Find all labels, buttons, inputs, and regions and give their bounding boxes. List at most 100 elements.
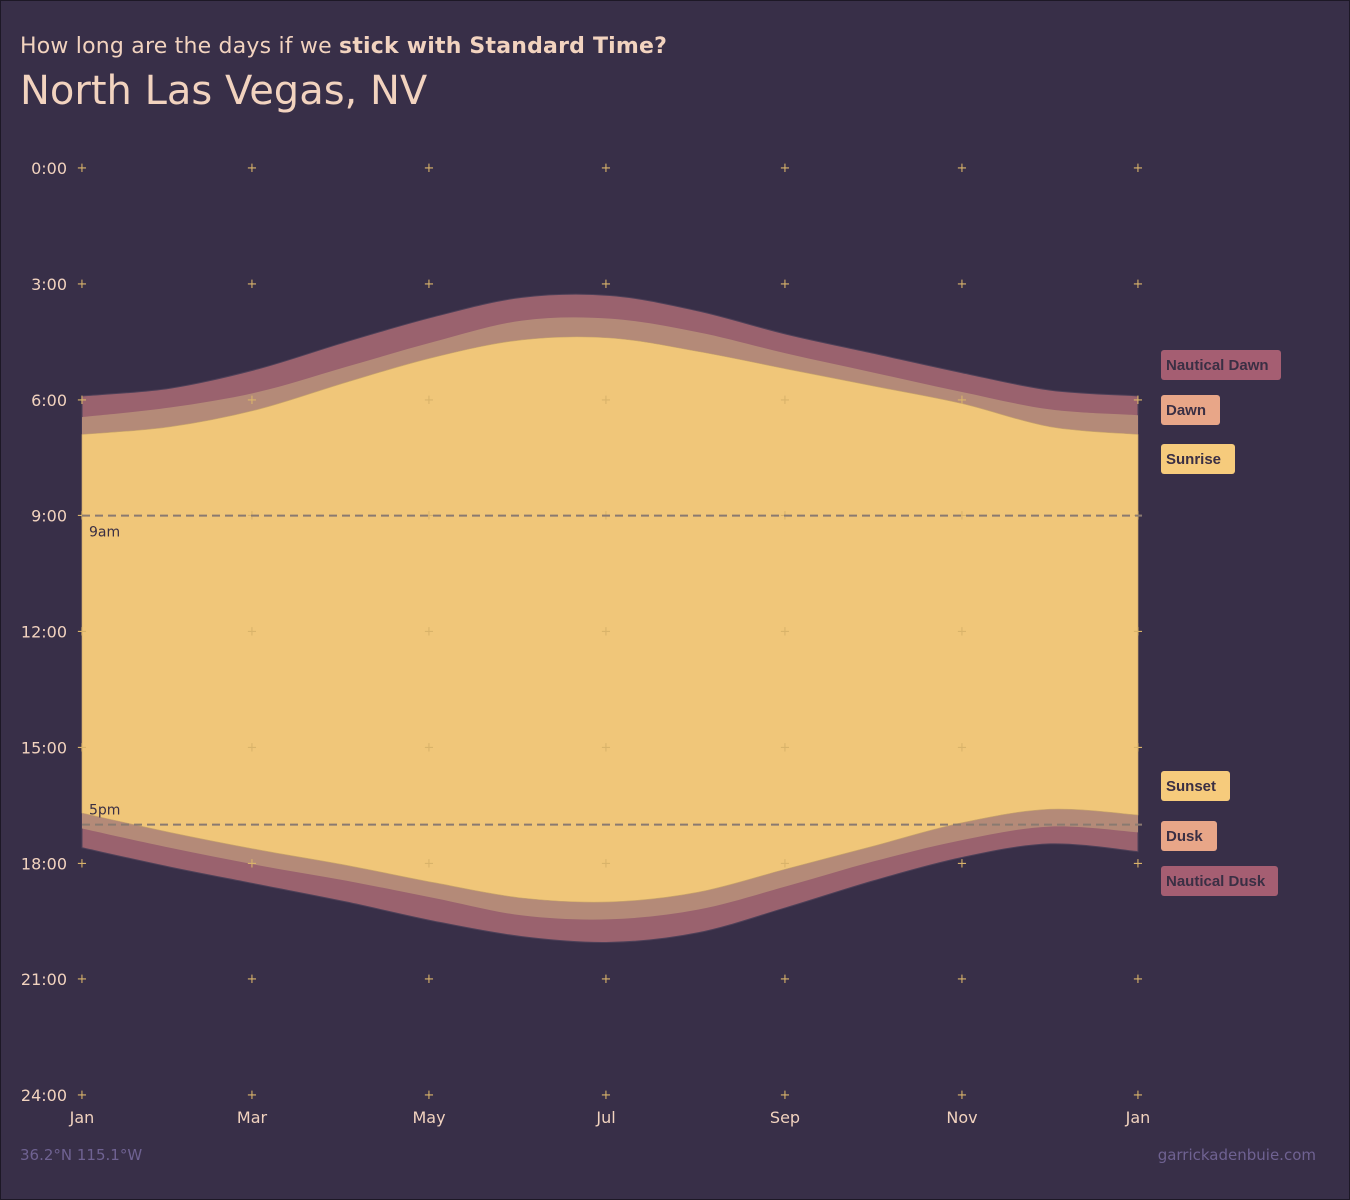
grid-mark: + [780, 856, 791, 871]
y-tick-label: 12:00 [21, 623, 67, 642]
subtitle-plain: How long are the days if we [20, 34, 332, 59]
grid-mark: + [957, 161, 968, 176]
y-tick-label: 18:00 [21, 854, 67, 873]
legend-swatch [1161, 350, 1281, 380]
grid-mark: + [780, 740, 791, 755]
grid-mark: + [424, 972, 435, 987]
sunlight-bands [81, 293, 1139, 944]
chart-subtitle: How long are the days if we stick with S… [20, 34, 667, 59]
x-tick-label: Mar [237, 1108, 268, 1127]
grid-mark: + [77, 393, 88, 408]
grid-mark: + [601, 625, 612, 640]
grid-mark: + [77, 856, 88, 871]
y-axis: 0:00 3:00 6:00 9:00 12:00 15:00 18:00 21:00 24:0… [21, 159, 67, 1105]
legend-swatch [1161, 771, 1230, 801]
grid-mark: + [247, 1088, 258, 1103]
grid-mark: + [957, 972, 968, 987]
grid-mark: + [601, 161, 612, 176]
x-tick-label: May [412, 1108, 445, 1127]
grid-mark: + [601, 740, 612, 755]
grid-mark: + [77, 277, 88, 292]
grid-mark: + [957, 1088, 968, 1103]
legend-swatch [1161, 866, 1278, 896]
grid-mark: + [247, 740, 258, 755]
grid-mark: + [601, 277, 612, 292]
grid-mark: + [957, 393, 968, 408]
grid-mark: + [424, 625, 435, 640]
x-tick-label: Jul [595, 1108, 615, 1127]
grid-mark: + [247, 972, 258, 987]
legend-swatch [1161, 821, 1217, 851]
grid-mark: + [77, 161, 88, 176]
grid-mark: + [77, 625, 88, 640]
x-tick-label: Nov [946, 1108, 977, 1127]
grid-mark: + [77, 1088, 88, 1103]
x-axis: Jan Mar May Jul Sep Nov Jan [69, 1108, 1151, 1127]
y-tick-label: 21:00 [21, 970, 67, 989]
band-day [81, 336, 1139, 903]
grid-mark: + [780, 1088, 791, 1103]
grid-mark: + [424, 509, 435, 524]
grid-mark: + [780, 972, 791, 987]
legend: Nautical Dawn Dawn Sunrise Sunset Dusk Nautic… [1161, 350, 1281, 896]
grid-mark: + [424, 393, 435, 408]
grid-mark: + [957, 856, 968, 871]
grid-mark: + [601, 856, 612, 871]
y-tick-label: 15:00 [21, 738, 67, 757]
y-tick-label: 6:00 [31, 391, 67, 410]
grid-mark: + [1133, 1088, 1144, 1103]
reference-lines: 9am 5pm [82, 514, 1142, 826]
grid-mark: + [424, 277, 435, 292]
grid-mark: + [601, 1088, 612, 1103]
grid-mark: + [601, 972, 612, 987]
x-tick-label: Sep [770, 1108, 800, 1127]
reference-line-label: 5pm [89, 803, 120, 819]
legend-label: Dusk [1166, 828, 1203, 845]
legend-label: Sunset [1166, 778, 1216, 795]
grid-mark: + [1133, 972, 1144, 987]
grid-mark: + [77, 972, 88, 987]
grid-mark: + [1133, 161, 1144, 176]
grid-mark: + [1133, 740, 1144, 755]
grid-mark: + [247, 277, 258, 292]
grid-mark: + [957, 509, 968, 524]
coordinates-caption: 36.2°N 115.1°W [20, 1146, 143, 1164]
y-tick-label: 24:00 [21, 1086, 67, 1105]
grid-mark: + [424, 740, 435, 755]
grid-mark: + [424, 161, 435, 176]
legend-label: Nautical Dusk [1166, 873, 1266, 890]
x-tick-label: Jan [69, 1108, 95, 1127]
legend-swatch [1161, 444, 1235, 474]
grid-mark: + [1133, 277, 1144, 292]
grid-mark: + [247, 856, 258, 871]
y-tick-label: 9:00 [31, 507, 67, 526]
grid-mark: + [957, 277, 968, 292]
legend-label: Dawn [1166, 402, 1206, 419]
legend-swatch [1161, 395, 1220, 425]
grid-mark: + [247, 161, 258, 176]
subtitle-bold: stick with Standard Time? [339, 34, 668, 59]
grid-mark: + [1133, 625, 1144, 640]
chart-title: North Las Vegas, NV [20, 68, 428, 114]
y-tick-label: 3:00 [31, 275, 67, 294]
x-tick-label: Jan [1125, 1108, 1151, 1127]
grid-mark: + [780, 161, 791, 176]
y-tick-label: 0:00 [31, 159, 67, 178]
grid-mark: + [1133, 393, 1144, 408]
grid-mark: + [247, 393, 258, 408]
reference-line-label: 9am [89, 525, 120, 541]
credit-caption: garrickadenbuie.com [1157, 1146, 1316, 1164]
legend-label: Sunrise [1166, 451, 1221, 468]
grid-mark: + [957, 740, 968, 755]
grid-mark: + [424, 856, 435, 871]
grid-mark: + [424, 1088, 435, 1103]
grid-mark: + [957, 625, 968, 640]
grid-mark: + [780, 393, 791, 408]
grid-mark: + [780, 277, 791, 292]
grid-mark: + [77, 740, 88, 755]
legend-label: Nautical Dawn [1166, 357, 1269, 374]
grid-mark: + [1133, 856, 1144, 871]
grid-mark: + [247, 625, 258, 640]
grid-mark: + [780, 625, 791, 640]
